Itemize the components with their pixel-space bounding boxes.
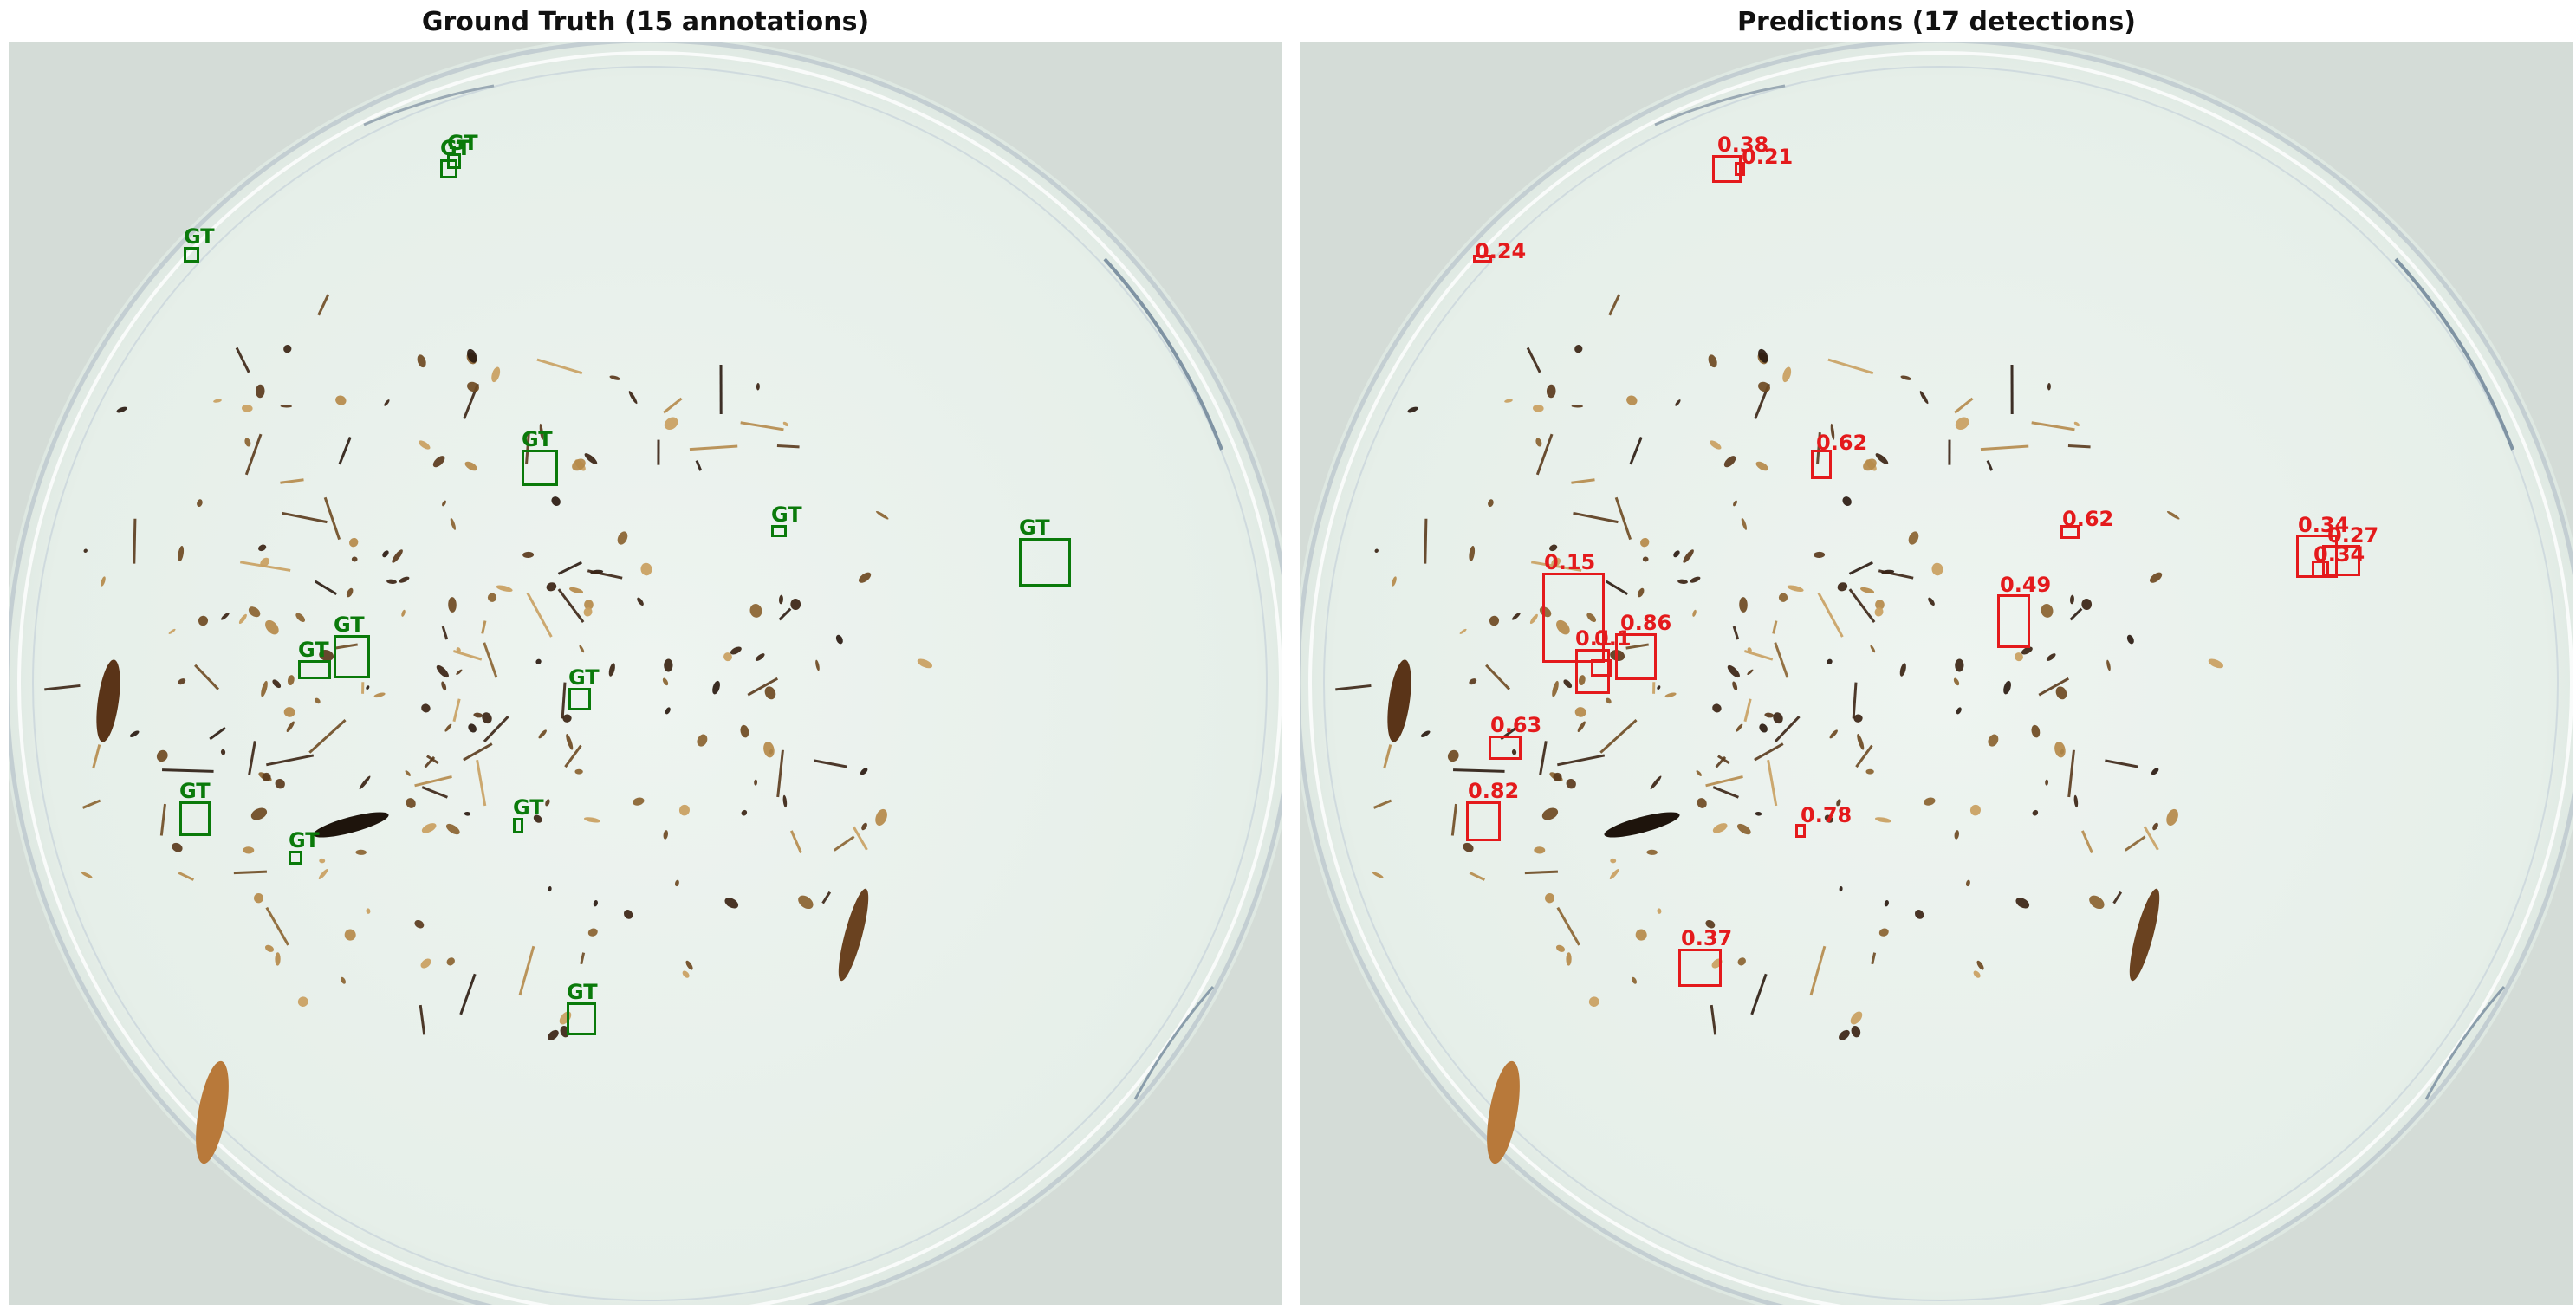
prediction-label: 0.38 [1717, 133, 1769, 157]
prediction-label: 0.34 [2313, 542, 2365, 567]
predictions-panel: Predictions (17 detections) 0.38 0.21 0.24… [1300, 0, 2573, 1316]
ground-truth-box [179, 801, 211, 836]
prediction-label: 0.37 [1681, 926, 1733, 950]
ground-truth-image: GT GT GT GT GT GT GT GT GT GT GT GT GT [9, 42, 1282, 1305]
prediction-box [1795, 824, 1806, 838]
prediction-label: 0.34 [2298, 513, 2350, 537]
prediction-box [1997, 594, 2030, 648]
ground-truth-label: GT [179, 779, 211, 803]
prediction-box [1473, 255, 1492, 263]
prediction-label: 0.62 [1816, 431, 1868, 455]
prediction-label: 0.24 [1475, 239, 1527, 263]
prediction-label: 0.1 [1575, 626, 1612, 651]
ground-truth-title: Ground Truth (15 annotations) [421, 7, 870, 37]
prediction-label: 0.63 [1490, 713, 1542, 737]
ground-truth-label: GT [771, 502, 802, 527]
ground-truth-box [522, 450, 558, 486]
prediction-box [1575, 649, 1610, 694]
prediction-label: 0.62 [2062, 507, 2114, 531]
prediction-label: 0.27 [2327, 523, 2379, 548]
prediction-box [2312, 561, 2329, 578]
prediction-box [1678, 949, 1722, 987]
prediction-label: 0.21 [1742, 145, 1794, 169]
ground-truth-label: GT [567, 980, 598, 1004]
prediction-box [1542, 573, 1605, 663]
ground-truth-box [289, 851, 302, 865]
prediction-box [1591, 659, 1612, 677]
prediction-label: 0.78 [1801, 803, 1853, 827]
prediction-label: 0.82 [1468, 779, 1520, 803]
ground-truth-panel: Ground Truth (15 annotations) GT GT GT GT GT… [9, 0, 1282, 1316]
prediction-box [1615, 633, 1657, 680]
prediction-label: 0.15 [1544, 550, 1596, 574]
ground-truth-label: GT [522, 427, 553, 451]
ground-truth-label: GT [298, 638, 329, 662]
ground-truth-box [1019, 538, 1071, 587]
ground-truth-label: GT [447, 131, 478, 155]
prediction-box [1712, 155, 1742, 183]
petri-dish-image [9, 42, 1282, 1305]
ground-truth-label: GT [184, 224, 215, 249]
ground-truth-box [447, 153, 461, 169]
ground-truth-label: GT [568, 665, 600, 690]
prediction-label: 0.86 [1620, 611, 1672, 635]
ground-truth-box [568, 688, 591, 710]
prediction-label: 0.1 [1594, 626, 1632, 651]
prediction-box [1811, 450, 1832, 479]
ground-truth-box [334, 635, 370, 678]
prediction-box [1466, 801, 1501, 841]
ground-truth-box [567, 1002, 596, 1035]
ground-truth-box [298, 660, 331, 679]
ground-truth-box [184, 247, 199, 263]
prediction-box [1735, 162, 1745, 176]
ground-truth-label: GT [334, 613, 365, 637]
ground-truth-box [513, 818, 523, 833]
petri-dish-image [1300, 42, 2573, 1305]
predictions-title: Predictions (17 detections) [1737, 7, 2136, 37]
prediction-box [1489, 736, 1522, 760]
ground-truth-label: GT [513, 795, 544, 820]
ground-truth-box [771, 525, 787, 537]
ground-truth-label: GT [1019, 515, 1050, 540]
prediction-label: 0.49 [2000, 573, 2052, 597]
predictions-image: 0.38 0.21 0.24 0.62 0.62 0.34 0.27 0.34 0.15 0.49… [1300, 42, 2573, 1305]
ground-truth-label: GT [289, 828, 320, 852]
prediction-box [2060, 525, 2080, 539]
